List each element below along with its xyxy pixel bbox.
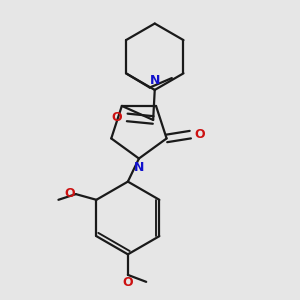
Text: O: O [195,128,206,141]
Text: N: N [134,161,144,174]
Text: O: O [64,187,75,200]
Text: O: O [112,111,122,124]
Text: O: O [123,275,133,289]
Text: N: N [150,74,160,87]
